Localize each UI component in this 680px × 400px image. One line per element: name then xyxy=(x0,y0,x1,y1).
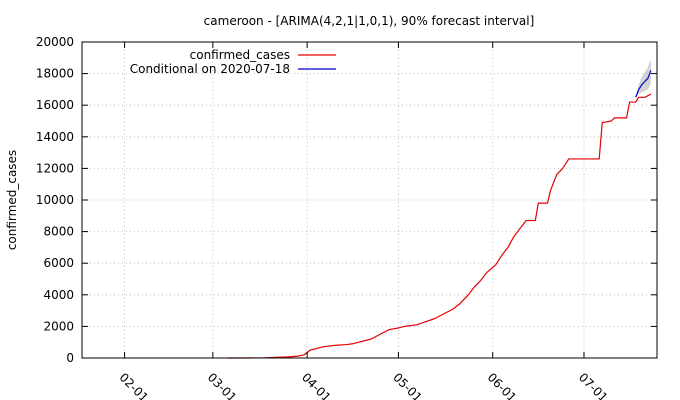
y-tick-label: 20000 xyxy=(36,35,74,49)
legend-label: confirmed_cases xyxy=(190,48,290,62)
y-tick-label: 18000 xyxy=(36,67,74,81)
legend-label: Conditional on 2020-07-18 xyxy=(130,62,290,76)
y-axis-label: confirmed_cases xyxy=(5,150,19,250)
y-tick-label: 10000 xyxy=(36,193,74,207)
y-tick-label: 6000 xyxy=(43,256,74,270)
series xyxy=(228,70,652,359)
x-tick-label: 04-01 xyxy=(299,370,334,400)
y-tick-label: 16000 xyxy=(36,98,74,112)
y-tick-label: 14000 xyxy=(36,130,74,144)
series-line-forecast xyxy=(635,70,652,98)
x-tick-label: 06-01 xyxy=(485,370,520,400)
x-tick-label: 02-01 xyxy=(116,370,151,400)
y-tick-label: 0 xyxy=(66,351,74,365)
y-tick-label: 4000 xyxy=(43,288,74,302)
x-tick-label: 07-01 xyxy=(576,370,611,400)
grid xyxy=(82,42,657,358)
series-line-confirmed-cases xyxy=(228,93,652,359)
y-tick-label: 8000 xyxy=(43,225,74,239)
chart-title: cameroon - [ARIMA(4,2,1|1,0,1), 90% fore… xyxy=(204,14,535,28)
axis-ticks: 0 2000 4000 6000 8000 10000 12000 14000 16000 180… xyxy=(36,35,657,400)
x-tick-label: 03-01 xyxy=(205,370,240,400)
x-tick-label: 05-01 xyxy=(390,370,425,400)
y-tick-label: 2000 xyxy=(43,319,74,333)
y-tick-label: 12000 xyxy=(36,161,74,175)
